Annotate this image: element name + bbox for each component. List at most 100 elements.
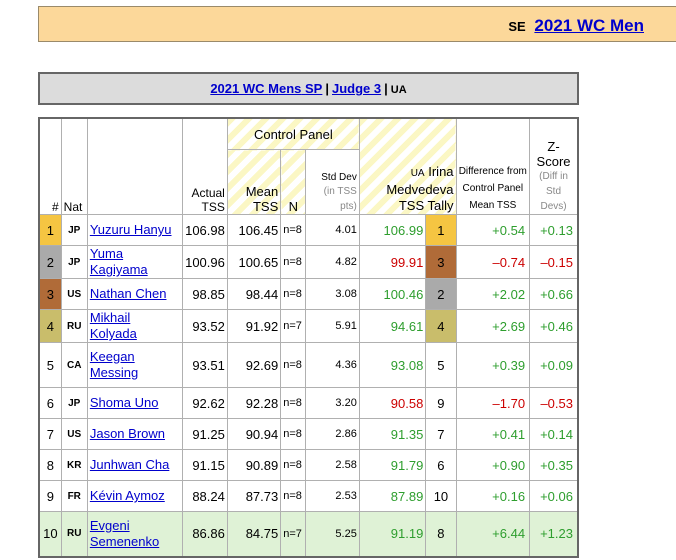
actual-tss-cell: 106.98 xyxy=(181,214,228,246)
stddev-cell: 2.58 xyxy=(305,449,360,481)
table-row: 10 RU Evgeni Semenenko 86.86 84.75 n=7 5.25 91.… xyxy=(38,511,579,557)
skater-name-cell: Junhwan Cha xyxy=(86,449,183,481)
skater-link[interactable]: Junhwan Cha xyxy=(89,457,170,472)
header-banner: SE 2021 WC Men xyxy=(38,6,676,42)
nat-cell: FR xyxy=(60,480,88,512)
judge-rank-cell: 3 xyxy=(425,245,457,279)
table-row: 9 FR Kévin Aymoz 88.24 87.73 n=8 2.53 87.89 10 +0… xyxy=(38,480,579,512)
actual-tss-cell: 86.86 xyxy=(181,511,228,557)
header-name xyxy=(86,117,183,215)
mean-tss-cell: 84.75 xyxy=(226,511,282,557)
n-cell: n=7 xyxy=(280,511,307,557)
header-difference: Difference from Control Panel Mean TSS xyxy=(455,117,531,215)
skater-link[interactable]: Yuma Kagiyama xyxy=(89,246,148,277)
judge-link[interactable]: Judge 3 xyxy=(332,81,382,96)
skater-link[interactable]: Kévin Aymoz xyxy=(89,488,165,503)
stddev-cell: 2.86 xyxy=(305,418,360,450)
scores-table: # Nat Actual TSS Control Panel UA Irina … xyxy=(38,117,579,558)
skater-name-cell: Yuzuru Hanyu xyxy=(86,214,183,246)
zscore-title: Z-Score xyxy=(536,139,571,169)
judge-rank-cell: 5 xyxy=(425,342,457,388)
mean-tss-cell: 90.94 xyxy=(226,418,282,450)
actual-tss-cell: 93.51 xyxy=(181,342,228,388)
actual-tss-cell: 98.85 xyxy=(181,278,228,310)
n-cell: n=8 xyxy=(280,449,307,481)
table-row: 2 JP Yuma Kagiyama 100.96 100.65 n=8 4.82 99.91… xyxy=(38,245,579,279)
stddev-cell: 3.08 xyxy=(305,278,360,310)
judge-code: UA xyxy=(410,168,425,179)
n-cell: n=8 xyxy=(280,245,307,279)
judge-rank-cell: 8 xyxy=(425,511,457,557)
header-zscore: Z-Score (Diff in Std Devs) xyxy=(529,117,579,215)
rank-cell: 9 xyxy=(38,480,62,512)
table-title-bar: 2021 WC Mens SP | Judge 3 | UA xyxy=(38,72,579,105)
actual-tss-cell: 92.62 xyxy=(181,387,228,419)
table-row: 6 JP Shoma Uno 92.62 92.28 n=8 3.20 90.58 9 –1.70… xyxy=(38,387,579,419)
stddev-cell: 5.25 xyxy=(305,511,360,557)
country-code: SE xyxy=(508,19,526,34)
difference-cell: –0.74 xyxy=(455,245,531,279)
difference-cell: +6.44 xyxy=(455,511,531,557)
mean-tss-cell: 90.89 xyxy=(226,449,282,481)
zscore-cell: –0.53 xyxy=(529,387,579,419)
zscore-subtitle: (Diff in Std Devs) xyxy=(539,171,568,212)
rank-cell: 8 xyxy=(38,449,62,481)
skater-link[interactable]: Mikhail Kolyada xyxy=(89,310,137,341)
event-link[interactable]: 2021 WC Men xyxy=(534,16,644,35)
header-nat: Nat xyxy=(60,117,88,215)
difference-cell: +0.90 xyxy=(455,449,531,481)
stddev-cell: 4.01 xyxy=(305,214,360,246)
judge-rank-cell: 7 xyxy=(425,418,457,450)
mean-tss-cell: 92.69 xyxy=(226,342,282,388)
judge-tally-cell: 100.46 xyxy=(358,278,427,310)
judge-rank-cell: 9 xyxy=(425,387,457,419)
skater-link[interactable]: Nathan Chen xyxy=(89,286,167,301)
skater-link[interactable]: Keegan Messing xyxy=(89,349,139,380)
banner-content: SE 2021 WC Men xyxy=(508,16,644,36)
title-year-event: 2021 WC xyxy=(210,81,265,96)
judge-tally-cell: 90.58 xyxy=(358,387,427,419)
judge-rank-cell: 1 xyxy=(425,214,457,246)
n-cell: n=8 xyxy=(280,214,307,246)
title-category: Mens xyxy=(268,81,302,96)
rank-cell: 6 xyxy=(38,387,62,419)
difference-cell: +2.69 xyxy=(455,309,531,343)
stddev-cell: 4.82 xyxy=(305,245,360,279)
scores-table-wrap: # Nat Actual TSS Control Panel UA Irina … xyxy=(38,117,579,558)
judge-tally-cell: 93.08 xyxy=(358,342,427,388)
n-cell: n=8 xyxy=(280,387,307,419)
stddev-cell: 5.91 xyxy=(305,309,360,343)
n-cell: n=8 xyxy=(280,480,307,512)
judge-tally-cell: 91.19 xyxy=(358,511,427,557)
skater-link[interactable]: Shoma Uno xyxy=(89,395,159,410)
mean-tss-cell: 100.65 xyxy=(226,245,282,279)
rank-cell: 1 xyxy=(38,214,62,246)
difference-cell: +2.02 xyxy=(455,278,531,310)
zscore-cell: +0.06 xyxy=(529,480,579,512)
skater-link[interactable]: Jason Brown xyxy=(89,426,165,441)
mean-tss-cell: 98.44 xyxy=(226,278,282,310)
zscore-cell: +0.35 xyxy=(529,449,579,481)
title-segment: SP xyxy=(305,81,323,96)
skater-name-cell: Shoma Uno xyxy=(86,387,183,419)
judge-name: Irina Medvedeva TSS Tally xyxy=(386,164,454,213)
actual-tss-cell: 100.96 xyxy=(181,245,228,279)
skater-name-cell: Mikhail Kolyada xyxy=(86,309,183,343)
header-rank: # xyxy=(38,117,62,215)
judge-rank-cell: 6 xyxy=(425,449,457,481)
skater-name-cell: Yuma Kagiyama xyxy=(86,245,183,279)
table-row: 3 US Nathan Chen 98.85 98.44 n=8 3.08 100.46 2 +2… xyxy=(38,278,579,310)
skater-link[interactable]: Yuzuru Hanyu xyxy=(89,222,172,237)
skater-link[interactable]: Evgeni Semenenko xyxy=(89,517,160,549)
rank-cell: 5 xyxy=(38,342,62,388)
rank-cell: 2 xyxy=(38,245,62,279)
actual-tss-cell: 91.15 xyxy=(181,449,228,481)
nat-cell: US xyxy=(60,418,88,450)
event-title-link[interactable]: 2021 WC Mens SP xyxy=(210,81,322,96)
judge-tally-cell: 87.89 xyxy=(358,480,427,512)
difference-cell: –1.70 xyxy=(455,387,531,419)
header-actual-tss: Actual TSS xyxy=(181,117,228,215)
title-separator: | xyxy=(384,81,388,96)
header-stddev: Std Dev (in TSS pts) xyxy=(305,149,360,215)
judge-tally-cell: 106.99 xyxy=(358,214,427,246)
